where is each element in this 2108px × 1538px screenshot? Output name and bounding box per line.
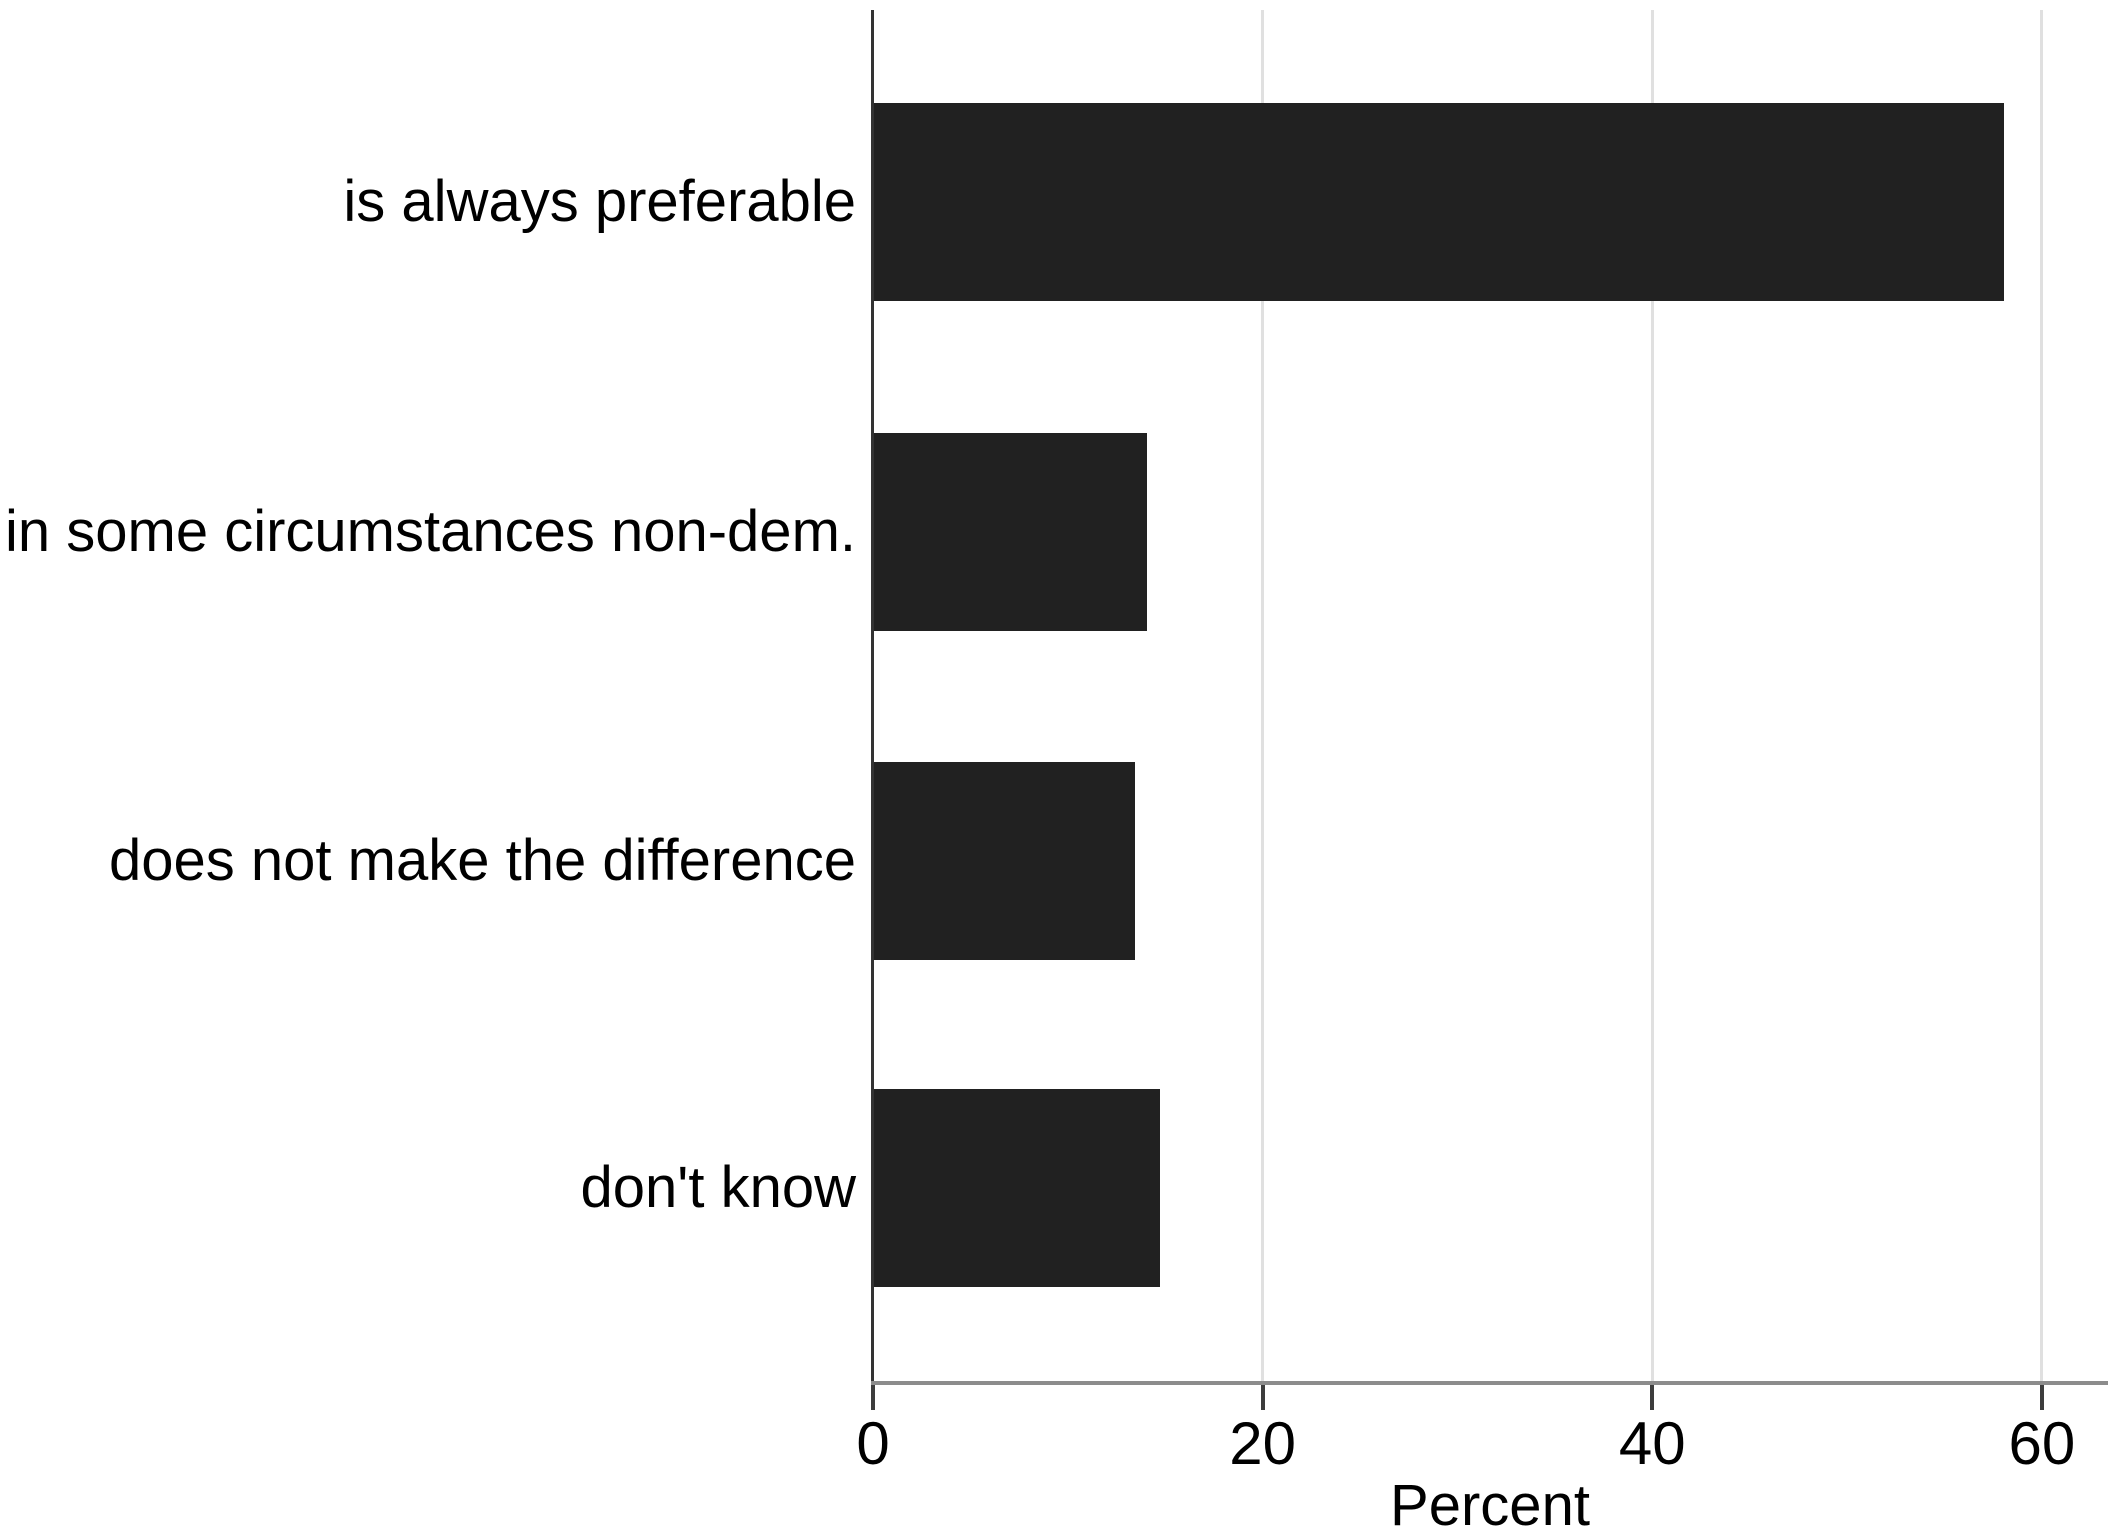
- bar-dont-know: [874, 1089, 1160, 1287]
- gridline: [1650, 10, 1654, 1381]
- category-label: in some circumstances non-dem.: [5, 499, 856, 564]
- bar-in-some-circumstances-non-dem: [874, 433, 1147, 631]
- x-tick: [871, 1385, 875, 1410]
- category-label: does not make the difference: [109, 828, 856, 893]
- x-axis-title: Percent: [1390, 1473, 1590, 1538]
- bar-is-always-preferable: [874, 103, 2004, 301]
- x-tick: [1650, 1385, 1655, 1410]
- category-label: don't know: [580, 1155, 856, 1220]
- gridline: [2040, 10, 2044, 1381]
- category-label: is always preferable: [343, 169, 856, 234]
- y-axis-line: [871, 10, 874, 1409]
- x-tick-label: 20: [1229, 1410, 1296, 1477]
- x-tick: [2039, 1385, 2044, 1410]
- x-tick-label: 0: [856, 1410, 890, 1477]
- x-tick-label: 60: [2008, 1410, 2076, 1477]
- bar-does-not-make-the-difference: [874, 762, 1135, 960]
- x-axis-line: [871, 1381, 2108, 1385]
- x-tick-label: 40: [1618, 1410, 1686, 1477]
- gridline: [1261, 10, 1265, 1381]
- x-tick: [1260, 1385, 1265, 1410]
